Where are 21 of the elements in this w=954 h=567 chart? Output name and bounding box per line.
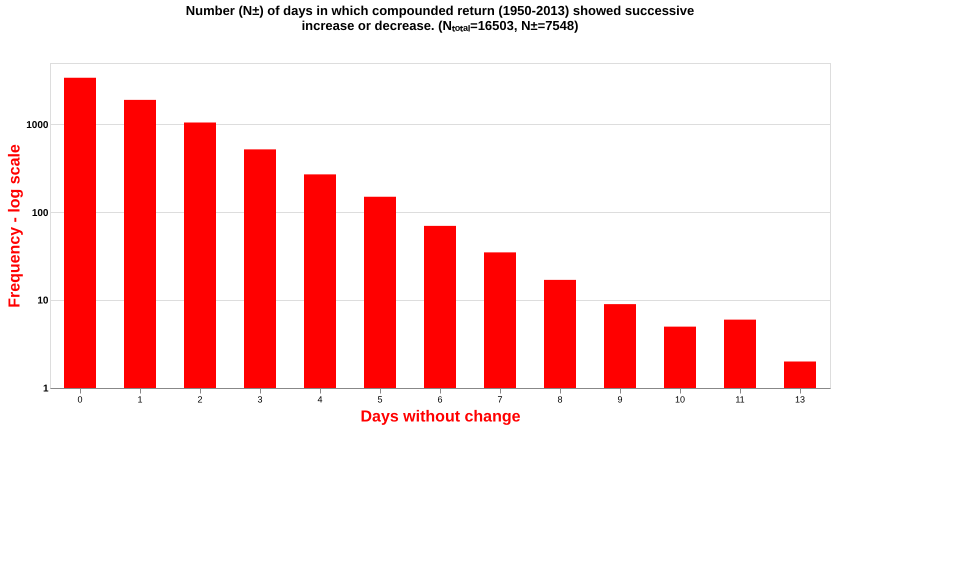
y-tick-label: 10 [37,296,49,307]
x-tick-label: 4 [317,394,323,404]
x-tick-label: 11 [735,394,745,404]
text: Number (N±) of days in which compounded return (1950-2013) showed successive [186,3,694,18]
x-tick-label: 8 [557,394,563,404]
y-tick-label: 100 [32,208,49,219]
x-tick-label: 6 [437,394,443,404]
y-axis-title: Frequency - log scale [6,144,24,308]
y-tick-label: 1 [42,384,49,394]
x-tick-label: 13 [794,394,806,404]
x-tick-label: 0 [77,394,83,404]
x-tick-label: 7 [497,394,503,404]
y-tick-label: 1000 [26,120,49,131]
x-tick-label: 2 [197,394,203,404]
text: increase or decrease. (Nₜₒₜₐₗ=16503, N±=7548) [302,18,578,33]
x-tick-label: 10 [674,394,686,404]
x-tick-label: 3 [257,394,263,404]
x-tick-label: 1 [137,394,143,404]
x-tick-label: 5 [377,394,383,404]
x-axis-title: Days without change [360,408,521,426]
x-tick-label: 9 [617,394,623,404]
